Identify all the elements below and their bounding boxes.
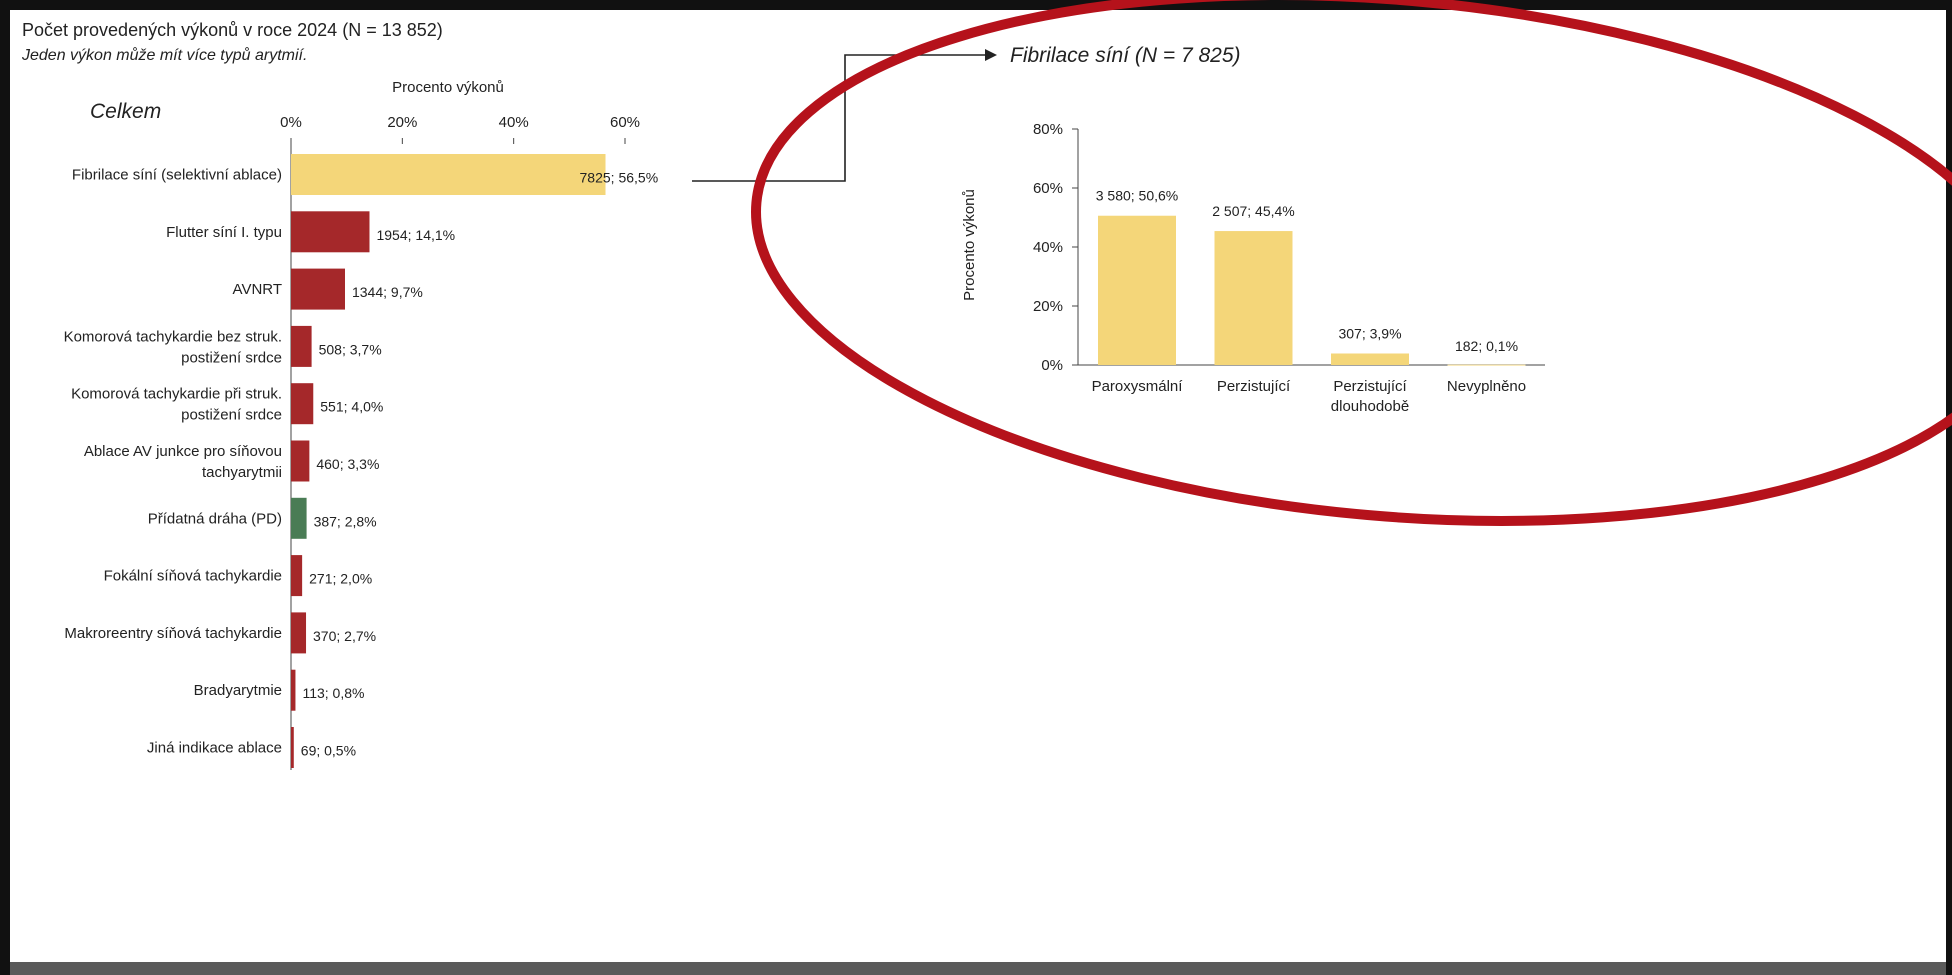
left-category-label: Přídatná dráha (PD) <box>148 510 282 527</box>
left-x-axis-label: Procento výkonů <box>392 79 504 96</box>
left-bar <box>291 211 370 253</box>
left-category-label: Komorová tachykardie při struk. postižení… <box>71 386 282 424</box>
left-bar <box>291 497 307 539</box>
left-data-label: 69; 0,5% <box>301 743 356 759</box>
right-chart-title: Fibrilace síní (N = 7 825) <box>1010 44 1241 67</box>
page-title: Počet provedených výkonů v roce 2024 (N … <box>22 20 443 40</box>
connector-line <box>692 54 985 182</box>
left-category-label: Ablace AV junkce pro síňovou tachyarytmii <box>84 443 282 481</box>
note-text: Jeden výkon může mít více typů arytmií. <box>21 46 307 64</box>
left-bar <box>291 325 312 367</box>
left-data-label: 508; 3,7% <box>319 341 382 357</box>
left-category-label: Flutter síní I. typu <box>166 224 282 241</box>
right-data-label: 182; 0,1% <box>1455 338 1518 354</box>
left-bar <box>291 154 606 195</box>
callout-ellipse <box>751 0 1952 526</box>
right-y-tick-label: 0% <box>1041 357 1063 374</box>
left-bars: Fibrilace síní (selektivní ablace) 7825; … <box>64 154 659 768</box>
left-category-label: Fokální síňová tachykardie <box>104 568 282 585</box>
right-y-tick-label: 20% <box>1033 298 1063 315</box>
right-y-ticks: 0% 20% 40% 60% 80% <box>1033 121 1545 374</box>
left-x-tick-label: 60% <box>610 114 640 131</box>
left-bar <box>291 268 345 310</box>
right-category-label: Nevyplněno <box>1447 378 1526 395</box>
connector-arrowhead <box>985 49 997 61</box>
right-bar <box>1214 231 1293 365</box>
right-y-tick-label: 80% <box>1033 121 1063 138</box>
right-y-axis-label: Procento výkonů <box>961 189 978 301</box>
right-bar <box>1447 364 1526 366</box>
left-data-label: 460; 3,3% <box>316 456 379 472</box>
left-bar <box>291 383 314 425</box>
left-category-label: Jiná indikace ablace <box>147 740 282 757</box>
left-x-tick-label: 20% <box>387 114 417 131</box>
left-data-label: 271; 2,0% <box>309 571 372 587</box>
left-bar <box>291 555 303 597</box>
right-y-tick-label: 40% <box>1033 239 1063 256</box>
left-bar <box>291 727 294 768</box>
left-data-label: 1954; 14,1% <box>376 227 455 243</box>
right-bar <box>1098 215 1176 365</box>
left-category-label: Fibrilace síní (selektivní ablace) <box>72 167 282 184</box>
left-category-label: Komorová tachykardie bez struk. postižení… <box>64 328 282 366</box>
left-data-label: 387; 2,8% <box>314 513 377 529</box>
right-category-label: Paroxysmální <box>1092 378 1184 395</box>
left-data-label: 370; 2,7% <box>313 628 376 644</box>
right-data-label: 3 580; 50,6% <box>1096 188 1179 204</box>
right-data-label: 307; 3,9% <box>1338 325 1401 341</box>
left-category-label: AVNRT <box>233 281 282 298</box>
right-category-label: Perzistující dlouhodobě <box>1331 378 1409 415</box>
right-bars: 3 580; 50,6% Paroxysmální 2 507; 45,4% Perz… <box>1092 188 1527 415</box>
right-bar <box>1331 353 1409 365</box>
right-y-tick-label: 60% <box>1033 180 1063 197</box>
left-chart-title: Celkem <box>90 100 161 123</box>
left-data-label: 7825; 56,5% <box>580 170 659 186</box>
right-category-label: Perzistující <box>1217 378 1291 395</box>
left-x-tick-label: 0% <box>280 114 302 131</box>
left-x-tick-label: 40% <box>499 114 529 131</box>
frame-shadow <box>10 962 1946 975</box>
right-data-label: 2 507; 45,4% <box>1212 203 1295 219</box>
left-bar <box>291 440 310 482</box>
left-data-label: 113; 0,8% <box>302 685 364 701</box>
left-data-label: 1344; 9,7% <box>352 284 423 300</box>
left-bar <box>291 669 296 711</box>
left-data-label: 551; 4,0% <box>320 399 383 415</box>
left-category-label: Bradyarytmie <box>194 682 282 699</box>
left-bar <box>291 612 307 654</box>
left-category-label: Makroreentry síňová tachykardie <box>64 625 282 642</box>
